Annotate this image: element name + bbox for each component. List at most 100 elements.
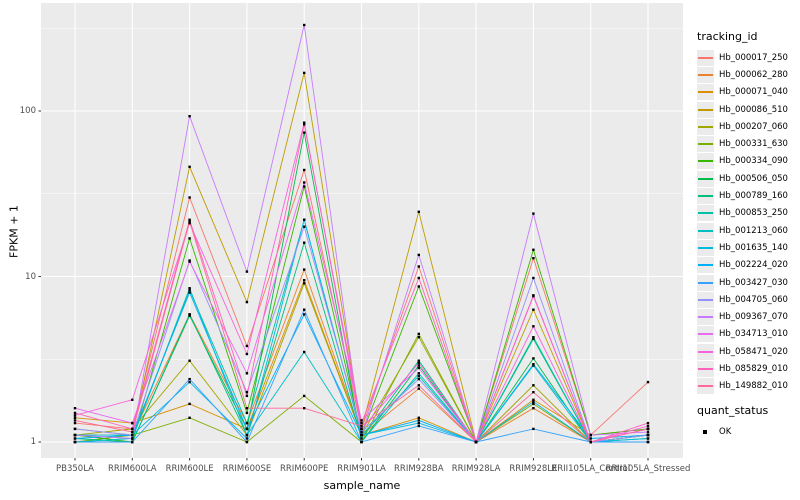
legend-entry-label: Hb_000017_250 [719,52,788,63]
data-point [532,308,535,311]
line-swatch-icon [697,101,714,118]
legend-entry-Hb_000071_040: Hb_000071_040 [697,84,797,101]
data-point [303,131,306,134]
data-point [417,377,420,381]
data-point [360,424,363,428]
legend-entry-label: Hb_058471_020 [719,346,788,357]
line-swatch-icon [697,188,714,205]
data-point [188,287,191,290]
legend-title-tracking-id: tracking_id [697,30,758,43]
legend-entry-label: Hb_000086_510 [719,104,788,115]
data-point [245,433,249,437]
data-point [73,411,77,415]
data-point [532,212,535,215]
data-point [417,265,420,268]
data-point [188,165,191,168]
data-point [303,313,306,316]
line-swatch-icon [697,205,714,222]
data-point [417,366,420,370]
legend-entry-label: Hb_000506_050 [719,173,788,184]
x-tick-label-RRIM928LA: RRIM928LA [451,464,501,474]
data-point [589,440,592,444]
legend-entry-label: Hb_000207_060 [719,121,788,132]
data-point [360,437,363,440]
data-point [131,430,134,434]
legend-entry-Hb_002224_020: Hb_002224_020 [697,257,797,274]
data-point [417,285,420,288]
legend-entry-label: Hb_003427_030 [719,277,788,288]
data-point [532,295,535,298]
data-point [73,407,77,410]
data-point [303,268,306,271]
data-point [188,291,191,294]
x-axis-title: sample_name [323,479,401,492]
legend-entry-label: Hb_085829_010 [719,363,788,374]
x-tick-label-RRIM600PE: RRIM600PE [280,464,329,474]
data-point [532,276,535,280]
line-swatch-icon [697,239,714,256]
data-point [245,421,249,425]
data-point [245,344,249,348]
data-point [188,313,191,316]
data-point [417,387,420,390]
legend-entry-Hb_085829_010: Hb_085829_010 [697,360,797,377]
data-point [417,253,420,257]
data-point [303,185,306,188]
data-point [532,337,535,341]
data-point [303,308,306,311]
data-point [532,248,535,251]
data-point [73,437,77,440]
legend-entry-Hb_000853_250: Hb_000853_250 [697,205,797,222]
line-swatch-icon [697,153,714,170]
data-point [532,325,535,328]
data-point [303,394,306,398]
data-point [417,276,420,280]
data-point [532,400,535,403]
data-point [245,411,249,415]
data-point [188,220,191,223]
data-point [73,440,77,444]
square-point-icon [697,424,714,440]
legend-entry-label: Hb_000789_160 [719,191,788,202]
data-point [188,196,191,199]
data-point [303,181,306,184]
data-point [417,361,420,365]
data-point [303,121,306,124]
data-point [532,398,535,401]
legend-entry-Hb_000086_510: Hb_000086_510 [697,101,797,118]
data-point [131,437,134,440]
data-point [417,374,420,378]
legend-entry-label: Hb_000334_090 [719,156,788,167]
data-point [646,380,650,384]
data-point [532,402,535,406]
legend-entry-label: Hb_000853_250 [719,208,788,219]
data-point [303,282,306,285]
data-point [303,241,306,244]
legend-entry-Hb_000506_050: Hb_000506_050 [697,170,797,187]
legend-entry-label: Hb_000331_630 [719,139,788,150]
data-point [131,427,134,431]
data-point [646,433,650,437]
data-point [303,350,306,354]
data-point [360,427,363,431]
data-point [73,427,77,431]
data-point [417,416,420,419]
data-point [646,421,650,425]
data-point [532,336,535,339]
legend-entry-label: Hb_034713_010 [719,329,788,340]
x-tick-label-RRIM901LA: RRIM901LA [337,464,386,474]
legend: tracking_id Hb_000017_250 Hb_000062_280 Hb… [697,30,797,440]
line-swatch-icon [697,257,714,274]
data-point [245,352,249,356]
legend-entry-label: Hb_001213_060 [719,225,788,236]
data-point [532,384,535,387]
data-point [474,440,478,444]
legend-quant-status: quant_status OK [697,404,797,440]
data-point [417,364,420,367]
data-point [360,430,363,434]
data-point [417,372,420,375]
data-point [646,440,650,444]
legend-entry-label: OK [719,426,732,437]
data-point [188,260,191,263]
